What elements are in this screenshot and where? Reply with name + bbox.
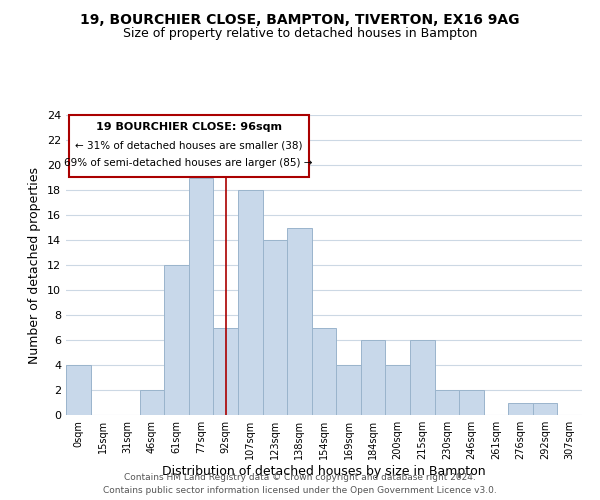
- Bar: [214, 328, 238, 415]
- Bar: [164, 265, 189, 415]
- Bar: [238, 190, 263, 415]
- Bar: [66, 365, 91, 415]
- Text: 69% of semi-detached houses are larger (85) →: 69% of semi-detached houses are larger (…: [64, 158, 313, 168]
- Text: Contains HM Land Registry data © Crown copyright and database right 2024.: Contains HM Land Registry data © Crown c…: [124, 472, 476, 482]
- Bar: [459, 390, 484, 415]
- X-axis label: Distribution of detached houses by size in Bampton: Distribution of detached houses by size …: [162, 465, 486, 478]
- Bar: [140, 390, 164, 415]
- Bar: [508, 402, 533, 415]
- Text: Size of property relative to detached houses in Bampton: Size of property relative to detached ho…: [123, 28, 477, 40]
- Text: 19, BOURCHIER CLOSE, BAMPTON, TIVERTON, EX16 9AG: 19, BOURCHIER CLOSE, BAMPTON, TIVERTON, …: [80, 12, 520, 26]
- Bar: [312, 328, 336, 415]
- Text: ← 31% of detached houses are smaller (38): ← 31% of detached houses are smaller (38…: [75, 140, 302, 150]
- Text: 19 BOURCHIER CLOSE: 96sqm: 19 BOURCHIER CLOSE: 96sqm: [95, 122, 281, 132]
- Bar: [189, 178, 214, 415]
- Bar: [361, 340, 385, 415]
- Bar: [287, 228, 312, 415]
- FancyBboxPatch shape: [68, 115, 308, 176]
- Bar: [434, 390, 459, 415]
- Bar: [385, 365, 410, 415]
- Y-axis label: Number of detached properties: Number of detached properties: [28, 166, 41, 364]
- Bar: [336, 365, 361, 415]
- Text: Contains public sector information licensed under the Open Government Licence v3: Contains public sector information licen…: [103, 486, 497, 495]
- Bar: [410, 340, 434, 415]
- Bar: [263, 240, 287, 415]
- Bar: [533, 402, 557, 415]
